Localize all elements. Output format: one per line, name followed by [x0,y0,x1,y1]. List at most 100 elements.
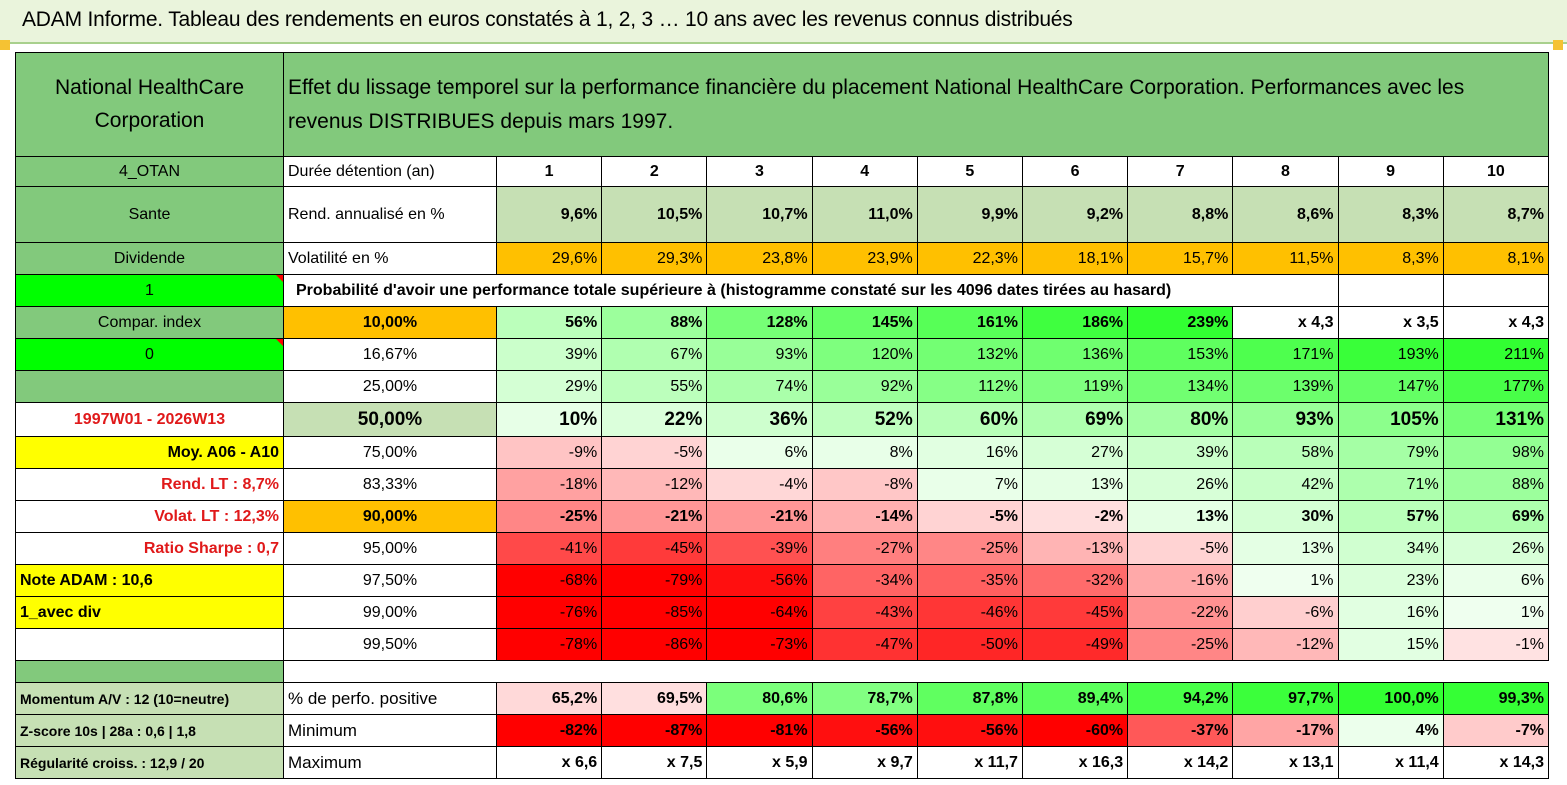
table-row: Compar. index 10,00% 56% 88% 128% 145% 161% 186… [15,306,1550,339]
quantile-value-cell: 69% [1021,402,1129,437]
volatility-cell: 23,8% [706,242,813,275]
quantile-value-cell: 93% [706,338,813,371]
quantile-value-cell: 98% [1442,436,1550,469]
side-label[interactable]: 0 [15,338,284,371]
quantile-value-cell: 69% [1442,500,1550,533]
quantile-value-cell: 42% [1232,468,1339,501]
quantile-value-cell: 120% [811,338,918,371]
positive-perf-cell: 69,5% [601,682,708,715]
quantile-value-cell: 88% [601,306,708,339]
quantile-value-cell: 80% [1127,402,1234,437]
positive-perf-cell: 89,4% [1021,682,1129,715]
quantile-value-cell: 67% [601,338,708,371]
quantile-value-cell: 16% [1337,596,1444,629]
volatility-cell: 11,5% [1232,242,1339,275]
quantile-value-cell: -68% [495,564,603,597]
annual-return-cell: 9,2% [1021,186,1129,243]
quantile-value-cell: 161% [916,306,1023,339]
table-row: Régularité croiss. : 12,9 / 20 Maximum x 6… [15,746,1550,779]
quantile-value-cell: 29% [495,370,603,403]
quantile-label: 75,00% [283,436,497,469]
quantile-value-cell: -85% [601,596,708,629]
side-label [15,370,284,403]
annual-return-cell: 9,6% [495,186,603,243]
flag-one[interactable]: 1 [15,274,284,307]
quantile-value-cell: 56% [495,306,603,339]
empty-cell [1442,274,1550,307]
quantile-value-cell: -32% [1021,564,1129,597]
quantile-value-cell: 1% [1442,596,1550,629]
quantile-value-cell: -86% [601,628,708,661]
positive-perf-cell: 99,3% [1442,682,1550,715]
quantile-value-cell: 112% [916,370,1023,403]
probability-caption: Probabilité d'avoir une performance tota… [283,274,1339,307]
year-header: 5 [916,156,1023,187]
side-label [15,628,284,661]
quantile-value-cell: 23% [1337,564,1444,597]
resize-handle-right[interactable] [1553,40,1563,50]
quantile-value-cell: -43% [811,596,918,629]
quantile-value-cell: 171% [1232,338,1339,371]
quantile-value-cell: -79% [601,564,708,597]
quantile-value-cell: 6% [706,436,813,469]
minimum-cell: -56% [811,714,918,747]
empty-cell [1337,274,1444,307]
side-label: Note ADAM : 10,6 [15,564,284,597]
quantile-value-cell: -46% [916,596,1023,629]
quantile-value-cell: 57% [1337,500,1444,533]
quantile-value-cell: -5% [601,436,708,469]
quantile-value-cell: 134% [1127,370,1234,403]
quantile-value-cell: 193% [1337,338,1444,371]
quantile-value-cell: -5% [1127,532,1234,565]
quantile-value-cell: -12% [1232,628,1339,661]
quantile-value-cell: 74% [706,370,813,403]
quantile-value-cell: 105% [1337,402,1444,437]
volatility-cell: 29,6% [495,242,603,275]
quantile-value-cell: -45% [601,532,708,565]
quantile-value-cell: -2% [1021,500,1129,533]
volatility-cell: 8,3% [1337,242,1444,275]
maximum-cell: x 5,9 [706,746,813,779]
maximum-cell: x 9,7 [811,746,918,779]
side-label: Compar. index [15,306,284,339]
quantile-value-cell: 58% [1232,436,1339,469]
table-row: Momentum A/V : 12 (10=neutre)% de perfo.… [15,682,1550,715]
year-header: 3 [706,156,813,187]
positive-perf-cell: 65,2% [495,682,603,715]
quantile-label: 90,00% [283,500,497,533]
positive-perf-cell: 97,7% [1232,682,1339,715]
minimum-cell: -87% [601,714,708,747]
quantile-value-cell: -34% [811,564,918,597]
quantile-label: 99,00% [283,596,497,629]
quantile-value-cell: 6% [1442,564,1550,597]
year-header: 7 [1127,156,1234,187]
quantile-value-cell: 92% [811,370,918,403]
quantile-value-cell: 7% [916,468,1023,501]
table-row: Note ADAM : 10,6 97,50% -68% -79% -56% -34% -3… [15,564,1550,597]
resize-handle-left[interactable] [0,40,10,50]
quantile-value-cell: -73% [706,628,813,661]
quantile-value-cell: 1% [1232,564,1339,597]
quantile-value-cell: 27% [1021,436,1129,469]
year-header: 8 [1232,156,1339,187]
annual-return-cell: 8,8% [1127,186,1234,243]
quantile-value-cell: 15% [1337,628,1444,661]
description-cell: Effet du lissage temporel sur la perform… [283,52,1549,157]
quantile-value-cell: -13% [1021,532,1129,565]
ticker-code: 4_OTAN [15,156,284,187]
quantile-value-cell: 71% [1337,468,1444,501]
quantile-value-cell: 34% [1337,532,1444,565]
quantile-value-cell: 93% [1232,402,1339,437]
maximum-cell: x 14,3 [1442,746,1550,779]
side-label: Volat. LT : 12,3% [15,500,284,533]
minimum-cell: -37% [1127,714,1234,747]
quantile-value-cell: -4% [706,468,813,501]
quantile-value-cell: -50% [916,628,1023,661]
quantile-value-cell: -47% [811,628,918,661]
quantile-value-cell: -25% [916,532,1023,565]
quantile-value-cell: 39% [1127,436,1234,469]
positive-perf-cell: 80,6% [706,682,813,715]
momentum-label: Momentum A/V : 12 (10=neutre) [15,682,284,715]
quantile-value-cell: -5% [916,500,1023,533]
maximum-cell: x 13,1 [1232,746,1339,779]
